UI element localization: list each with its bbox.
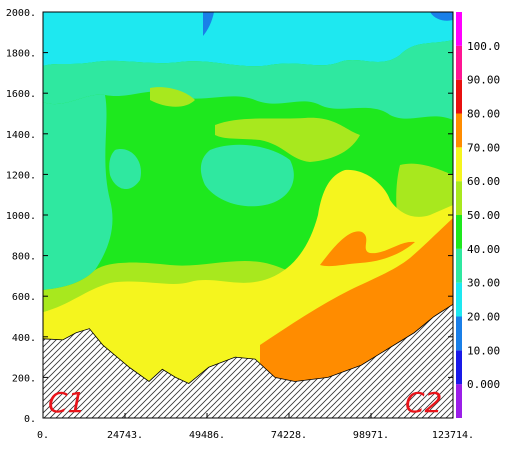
colorbar-label: 90.00	[467, 74, 500, 87]
colorbar-label: 40.00	[467, 243, 500, 256]
plot-area	[43, 12, 453, 418]
x-axis: 0. 24743. 49486. 74228. 98971. 123714.	[37, 413, 474, 441]
x-tick-label: 49486.	[189, 430, 225, 441]
y-tick-label: 1200.	[6, 170, 36, 181]
colorbar-label: 50.00	[467, 209, 500, 222]
colorbar-label: 100.0	[467, 40, 500, 53]
y-tick-label: 600.	[12, 292, 36, 303]
colorbar-segment	[456, 215, 462, 249]
colorbar-segment	[456, 248, 462, 283]
colorbar-segment	[456, 147, 462, 182]
y-tick-label: 2000.	[6, 8, 36, 19]
band-30-40	[43, 12, 453, 67]
y-tick-label: 1800.	[6, 49, 36, 60]
y-axis: 0. 200. 400. 600. 800. 1000. 1200. 1400. 1600. 18…	[6, 8, 453, 425]
colorbar-segment	[456, 282, 462, 317]
colorbar-segment	[456, 45, 462, 80]
colorbar-label: 30.00	[467, 277, 500, 290]
colorbar-segment	[456, 79, 462, 114]
x-tick-label: 123714.	[432, 430, 474, 441]
x-tick-label: 0.	[37, 430, 49, 441]
x-tick-label: 74228.	[271, 430, 307, 441]
colorbar-label: 0.000	[467, 378, 500, 391]
colorbar-label: 80.00	[467, 108, 500, 121]
band-60-70-a	[215, 117, 360, 162]
band-40-50-top	[43, 40, 453, 120]
band-80-90-tongue	[320, 231, 415, 267]
colorbar-segment	[456, 181, 462, 215]
band-40-50-mid	[200, 144, 294, 207]
colorbar-segment	[456, 113, 462, 148]
x-tick-label: 98971.	[353, 430, 389, 441]
colorbar-label: 60.00	[467, 175, 500, 188]
y-tick-label: 1400.	[6, 130, 36, 141]
annotation-c1: C1	[48, 386, 85, 419]
y-tick-label: 1600.	[6, 89, 36, 100]
colorbar-segment	[456, 384, 462, 418]
y-tick-label: 800.	[12, 252, 36, 263]
colorbar-segment	[456, 350, 462, 385]
x-tick-label: 24743.	[107, 430, 143, 441]
band-40-50-left	[43, 94, 113, 290]
y-tick-label: 400.	[12, 333, 36, 344]
band-60-70-b	[150, 87, 195, 107]
y-tick-label: 200.	[12, 373, 36, 384]
annotation-c2: C2	[405, 386, 442, 419]
colorbar-segment	[456, 316, 462, 351]
terrain-area	[43, 303, 453, 418]
colorbar-label: 20.00	[467, 311, 500, 324]
y-tick-label: 1000.	[6, 211, 36, 222]
colorbar-label: 70.00	[467, 141, 500, 154]
band-40-50-blob	[109, 149, 141, 190]
band-20-30-right	[430, 12, 453, 21]
band-20-30	[203, 12, 214, 36]
colorbar-segment	[456, 12, 462, 46]
colorbar-label: 10.00	[467, 344, 500, 357]
colorbar: 0.000 10.00 20.00 30.00 40.00 50.00 60.00 70.00…	[456, 12, 500, 418]
y-tick-label: 0.	[24, 414, 36, 425]
